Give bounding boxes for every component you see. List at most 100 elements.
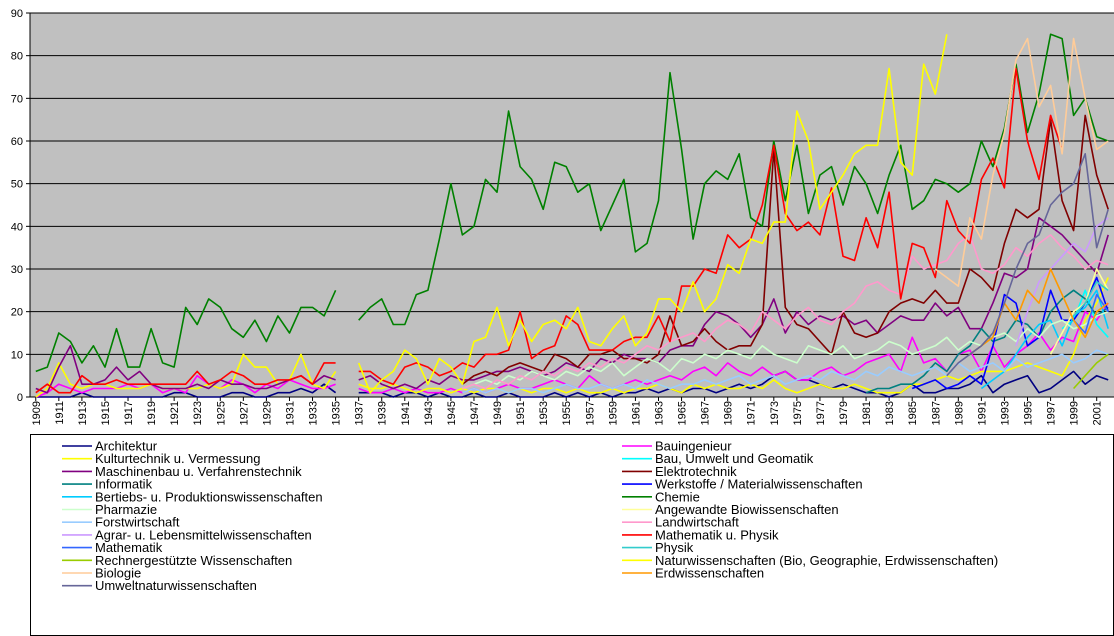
x-tick-label: 1979 <box>838 401 850 425</box>
legend-label: Bertiebs- u. Produktionswissenschaften <box>95 489 323 504</box>
y-tick-label: 20 <box>11 307 23 319</box>
series-line <box>1073 353 1109 390</box>
x-tick-label: 1983 <box>884 401 896 425</box>
legend-label: Angewandte Biowissenschaften <box>655 502 839 517</box>
series-line <box>946 153 1109 377</box>
legend-label: Physik <box>655 540 694 555</box>
series-line <box>980 289 1109 390</box>
x-tick-label: 1949 <box>492 401 504 425</box>
legend-label: Umweltnaturwissenschaften <box>95 578 257 593</box>
x-tick-label: 1941 <box>400 401 412 425</box>
x-tick-label: 2001 <box>1092 401 1104 425</box>
legend-label: Bauingenieur <box>655 439 732 454</box>
legend-label: Chemie <box>655 489 700 504</box>
plot-area <box>30 13 1114 397</box>
series-line <box>462 310 1109 390</box>
x-tick-label: 1925 <box>215 401 227 425</box>
x-tick-label: 1961 <box>630 401 642 425</box>
legend-label: Agrar- u. Lebensmittelwissenschaften <box>95 527 312 542</box>
x-tick-label: 1965 <box>677 401 689 425</box>
y-tick-label: 60 <box>11 136 23 148</box>
series-line <box>1049 268 1109 355</box>
legend-label: Forstwirtschaft <box>95 515 180 530</box>
x-tick-label: 1933 <box>308 401 320 425</box>
y-tick-label: 90 <box>11 8 23 20</box>
x-tick-label: 1999 <box>1069 401 1081 425</box>
series-line <box>1061 289 1109 338</box>
x-tick-label: 1913 <box>77 401 89 425</box>
x-tick-label: 1939 <box>377 401 389 425</box>
legend-label: Maschinenbau u. Verfahrenstechnik <box>95 464 302 479</box>
x-tick-label: 1945 <box>446 401 458 425</box>
series-line <box>865 289 1109 394</box>
x-tick-label: 1957 <box>584 401 596 425</box>
x-tick-label: 1989 <box>953 401 965 425</box>
x-tick-label: 1923 <box>192 401 204 425</box>
legend-label: Mathematik u. Physik <box>655 527 779 542</box>
x-tick-label: 1919 <box>146 401 158 425</box>
x-tick-label: 1921 <box>169 401 181 425</box>
legend-label: Biologie <box>95 566 141 581</box>
x-tick-label: 1937 <box>354 401 366 425</box>
legend-label: Erdwissenschaften <box>655 566 764 581</box>
series-line <box>357 34 948 394</box>
x-tick-label: 1915 <box>100 401 112 425</box>
legend-label: Pharmazie <box>95 502 157 517</box>
x-tick-label: 1911 <box>54 401 66 425</box>
x-tick-label: 1935 <box>331 401 343 425</box>
x-tick-label: 1977 <box>815 401 827 425</box>
x-tick-label: 1975 <box>792 401 804 425</box>
series-line <box>1015 217 1109 347</box>
legend-label: Bau, Umwelt und Geomatik <box>655 451 814 466</box>
x-tick-label: 1963 <box>653 401 665 425</box>
x-tick-label: 1929 <box>261 401 273 425</box>
y-tick-label: 50 <box>11 179 23 191</box>
legend-label: Naturwissenschaften (Bio, Geographie, Er… <box>655 553 998 568</box>
series-line <box>462 234 1109 390</box>
series-line <box>461 114 1109 385</box>
x-tick-label: 1987 <box>930 401 942 425</box>
y-tick-label: 40 <box>11 221 23 233</box>
legend-label: Mathematik <box>95 540 163 555</box>
y-tick-label: 80 <box>11 51 23 63</box>
legend-label: Werkstoffe / Materialwissenschaften <box>655 477 863 492</box>
x-tick-label: 1985 <box>907 401 919 425</box>
x-tick-label: 1931 <box>284 401 296 425</box>
y-tick-label: 70 <box>11 93 23 105</box>
y-tick-label: 30 <box>11 264 23 276</box>
legend-label: Elektrotechnik <box>655 464 737 479</box>
x-tick-label: 1943 <box>423 401 435 425</box>
x-tick-label: 1991 <box>976 401 988 425</box>
series-line <box>35 67 1063 394</box>
x-tick-label: 1947 <box>469 401 481 425</box>
x-tick-label: 1995 <box>1023 401 1035 425</box>
x-tick-label: 1971 <box>746 401 758 425</box>
series-line <box>1073 281 1109 317</box>
x-tick-label: 1953 <box>538 401 550 425</box>
y-tick-label: 0 <box>17 392 23 404</box>
x-tick-label: 1969 <box>723 401 735 425</box>
series-line <box>462 349 1109 394</box>
x-tick-label: 1927 <box>238 401 250 425</box>
series-line <box>1073 293 1109 334</box>
series-line <box>35 217 1109 394</box>
x-tick-label: 1909 <box>31 401 43 425</box>
series-line <box>911 276 1109 390</box>
x-tick-label: 1955 <box>561 401 573 425</box>
legend-label: Informatik <box>95 477 153 492</box>
x-tick-label: 1973 <box>769 401 781 425</box>
series-line <box>934 37 1109 287</box>
legend-label: Rechnergestützte Wissenschaften <box>95 553 292 568</box>
x-tick-label: 1981 <box>861 401 873 425</box>
y-tick-label: 10 <box>11 349 23 361</box>
series-line <box>35 33 1109 373</box>
legend-label: Kulturtechnik u. Vermessung <box>95 451 260 466</box>
x-tick-label: 1997 <box>1046 401 1058 425</box>
x-tick-label: 1993 <box>999 401 1011 425</box>
x-tick-label: 1959 <box>607 401 619 425</box>
legend-label: Landwirtschaft <box>655 515 739 530</box>
x-tick-label: 1967 <box>700 401 712 425</box>
series-line <box>969 268 1109 355</box>
legend-label: Architektur <box>95 439 158 454</box>
